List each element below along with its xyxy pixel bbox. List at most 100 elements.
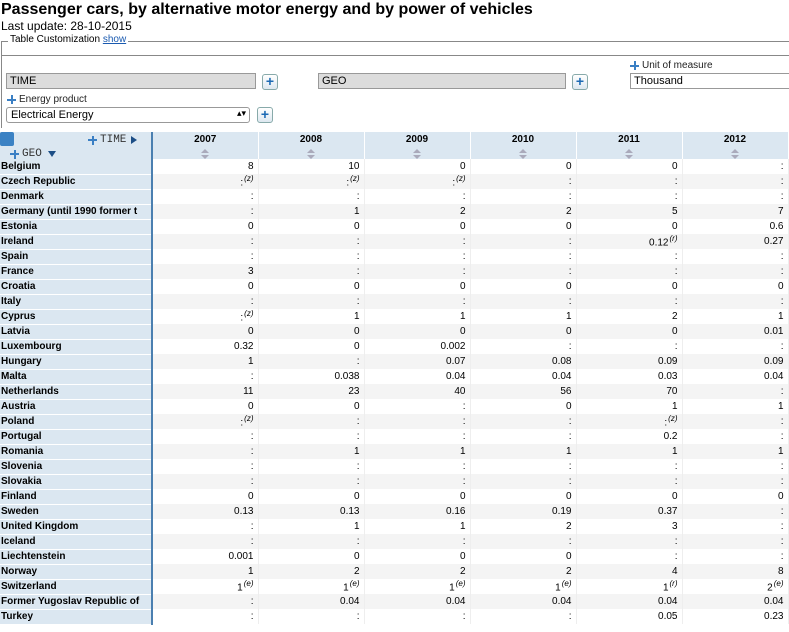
energy-product-select[interactable]: Electrical Energy ▴▾ — [6, 107, 250, 123]
year-header[interactable]: 2012 — [682, 132, 789, 159]
row-geo-label[interactable]: Liechtenstein — [0, 549, 153, 565]
cell-value: 1 — [565, 311, 572, 322]
year-header[interactable]: 2007 — [152, 132, 259, 159]
geo-dimension-field[interactable]: GEO — [318, 73, 566, 89]
table-cell: 0.32 — [152, 339, 259, 354]
table-cell: 0 — [364, 549, 471, 564]
cell-value: 0 — [353, 326, 360, 337]
row-geo-label[interactable]: Italy — [0, 294, 153, 310]
table-cell: : — [258, 234, 365, 249]
cell-value: 0.04 — [764, 371, 784, 382]
year-header[interactable]: 2011 — [576, 132, 683, 159]
table-cell: : — [576, 474, 683, 489]
table-cell: 3 — [576, 519, 683, 534]
cell-value: : — [356, 416, 360, 427]
row-geo-label[interactable]: Switzerland — [0, 579, 153, 595]
sort-icon[interactable] — [730, 149, 740, 159]
cell-value: 0.27 — [764, 236, 784, 247]
row-geo-label[interactable]: Croatia — [0, 279, 153, 295]
show-customization-link[interactable]: show — [102, 34, 127, 45]
table-cell: 5 — [576, 204, 683, 219]
table-cell: : — [364, 249, 471, 264]
unit-of-measure-field[interactable]: Thousand — [630, 73, 789, 89]
row-geo-label[interactable]: Denmark — [0, 189, 153, 205]
cell-value: : — [780, 251, 784, 262]
table-cell: 0 — [682, 279, 789, 294]
sort-icon[interactable] — [624, 149, 634, 159]
cell-value: 0.04 — [658, 596, 678, 607]
year-header[interactable]: 2008 — [258, 132, 365, 159]
time-dimension-field[interactable]: TIME — [6, 73, 256, 89]
cell-value: : — [356, 266, 360, 277]
row-geo-label[interactable]: France — [0, 264, 153, 280]
cell-value: 1 — [449, 582, 455, 594]
cell-value: 3 — [671, 521, 678, 532]
cell-value: : — [780, 416, 784, 427]
time-axis-handle[interactable]: TIME — [88, 134, 138, 146]
row-geo-label[interactable]: Belgium — [0, 159, 153, 175]
table-cell: : — [682, 549, 789, 564]
row-geo-label[interactable]: Norway — [0, 564, 153, 580]
row-geo-label[interactable]: Poland — [0, 414, 153, 430]
cell-value: : — [780, 161, 784, 172]
unit-of-measure-label: Unit of measure — [642, 60, 713, 71]
cell-value: 0 — [459, 551, 466, 562]
select-arrows-icon: ▴▾ — [236, 108, 246, 118]
row-geo-label[interactable]: Turkey — [0, 609, 153, 625]
cell-value: : — [674, 266, 678, 277]
table-cell: : — [576, 174, 683, 189]
add-time-button[interactable]: + — [262, 74, 278, 90]
row-geo-label[interactable]: Former Yugoslav Republic of — [0, 594, 153, 610]
add-geo-button[interactable]: + — [572, 74, 588, 90]
geo-axis-handle[interactable]: GEO — [10, 148, 56, 159]
arrow-down-icon[interactable] — [47, 151, 56, 157]
year-header[interactable]: 2010 — [470, 132, 577, 159]
sort-icon[interactable] — [306, 149, 316, 159]
row-geo-label[interactable]: Malta — [0, 369, 153, 385]
row-geo-label[interactable]: Slovakia — [0, 474, 153, 490]
row-geo-label[interactable]: Hungary — [0, 354, 153, 370]
energy-product-handle[interactable]: Energy product — [7, 94, 87, 105]
table-cell: : — [682, 504, 789, 519]
row-geo-label[interactable]: Romania — [0, 444, 153, 460]
row-geo-label[interactable]: Slovenia — [0, 459, 153, 475]
cell-flag: (e) — [455, 579, 466, 589]
year-header[interactable]: 2009 — [364, 132, 471, 159]
cell-value: 0 — [565, 551, 572, 562]
row-geo-label[interactable]: Sweden — [0, 504, 153, 520]
add-energy-button[interactable]: + — [257, 107, 273, 123]
unit-of-measure-handle[interactable]: Unit of measure — [630, 60, 713, 71]
table-cell: 2 — [364, 564, 471, 579]
row-geo-label[interactable]: Estonia — [0, 219, 153, 235]
cell-value: : — [356, 296, 360, 307]
row-geo-label[interactable]: United Kingdom — [0, 519, 153, 535]
cell-value: : — [462, 416, 466, 427]
row-geo-label[interactable]: Finland — [0, 489, 153, 505]
table-options-icon[interactable] — [0, 132, 14, 146]
row-geo-label[interactable]: Netherlands — [0, 384, 153, 400]
table-cell: 8 — [152, 159, 259, 174]
row-geo-label[interactable]: Ireland — [0, 234, 153, 250]
cell-value: 0.09 — [658, 356, 678, 367]
arrow-right-icon[interactable] — [131, 136, 138, 144]
row-geo-label[interactable]: Austria — [0, 399, 153, 415]
row-geo-label[interactable]: Iceland — [0, 534, 153, 550]
row-geo-label[interactable]: Latvia — [0, 324, 153, 340]
sort-icon[interactable] — [518, 149, 528, 159]
table-cell: 0.04 — [258, 594, 365, 609]
table-cell: 1 — [258, 444, 365, 459]
sort-icon[interactable] — [200, 149, 210, 159]
row-geo-label[interactable]: Portugal — [0, 429, 153, 445]
table-customization-box — [1, 41, 789, 56]
table-row: Netherlands 11 23 40 56 70: — [0, 384, 789, 400]
sort-icon[interactable] — [412, 149, 422, 159]
table-cell: : — [364, 474, 471, 489]
row-geo-label[interactable]: Luxembourg — [0, 339, 153, 355]
row-geo-label[interactable]: Cyprus — [0, 309, 153, 325]
table-cell: 11 — [152, 384, 259, 399]
row-geo-label[interactable]: Germany (until 1990 former t — [0, 204, 153, 220]
row-geo-label[interactable]: Czech Republic — [0, 174, 153, 190]
row-geo-label[interactable]: Spain — [0, 249, 153, 265]
table-cell: : — [258, 249, 365, 264]
table-row: Former Yugoslav Republic of: 0.04 0.04 0.04… — [0, 594, 789, 610]
